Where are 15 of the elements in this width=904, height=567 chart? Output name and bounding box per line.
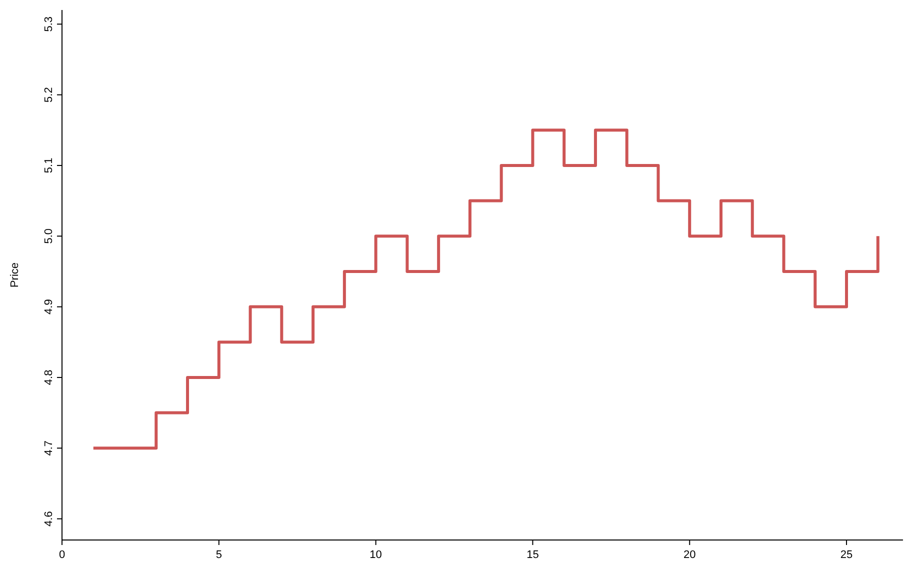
- y-tick-label: 5.0: [43, 228, 55, 244]
- y-tick-label: 5.3: [43, 16, 55, 32]
- x-tick-label: 15: [526, 549, 539, 561]
- y-tick-label: 5.2: [43, 87, 55, 102]
- y-tick-label: 5.1: [43, 158, 55, 174]
- x-tick-label: 20: [683, 549, 696, 561]
- x-tick-label: 10: [370, 549, 382, 561]
- y-tick-label: 4.9: [43, 299, 55, 314]
- y-tick-label: 4.8: [43, 370, 55, 386]
- y-axis-title: Price: [9, 262, 21, 288]
- x-tick-label: 0: [58, 549, 66, 561]
- y-tick-label: 4.7: [43, 440, 55, 456]
- x-tick-label: 25: [840, 549, 853, 561]
- y-tick-label: 4.6: [43, 511, 55, 526]
- x-tick-label: 5: [216, 549, 222, 561]
